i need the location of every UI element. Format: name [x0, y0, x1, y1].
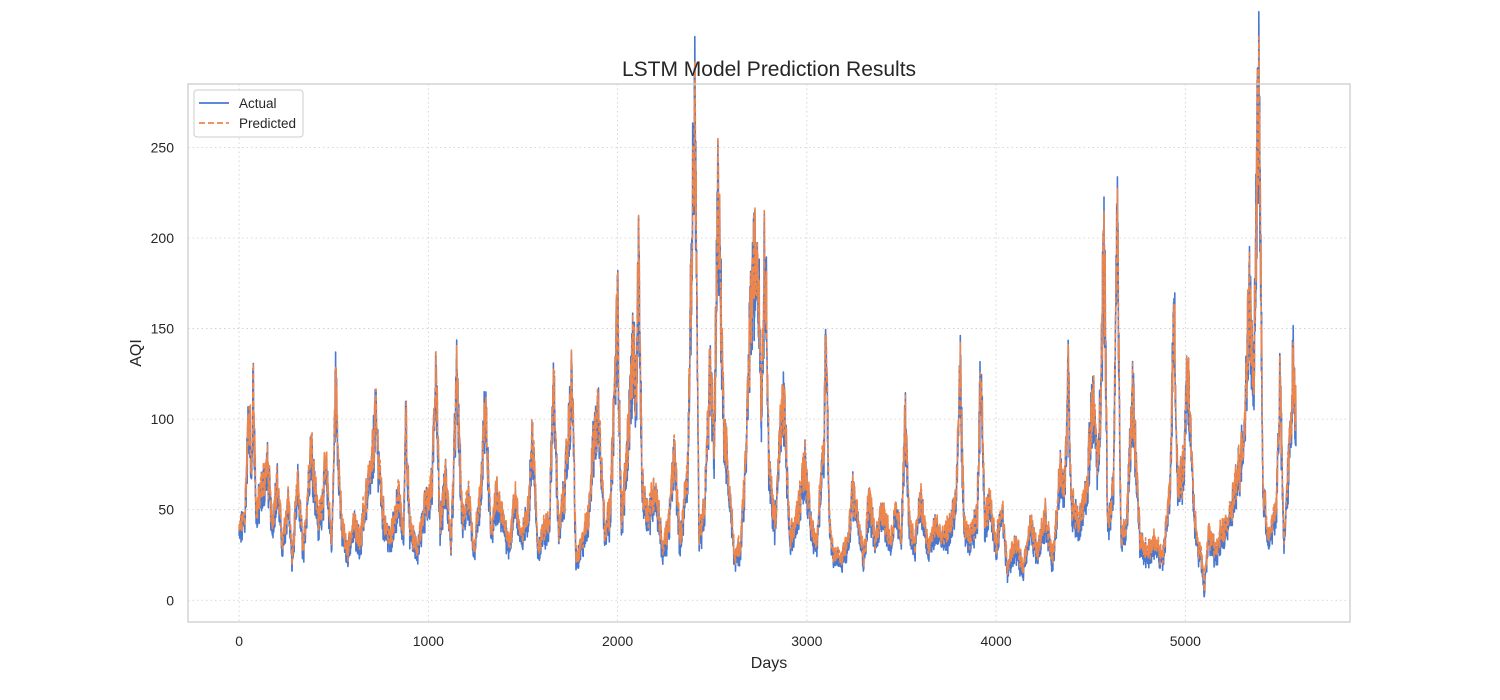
x-axis-label: Days [751, 655, 787, 672]
x-tick-label: 2000 [602, 633, 633, 649]
y-tick-label: 50 [158, 502, 174, 518]
legend: Actual Predicted [193, 89, 304, 138]
chart-title: LSTM Model Prediction Results [622, 58, 916, 81]
series-layer [238, 10, 1297, 598]
series-line-predicted [238, 35, 1297, 593]
y-tick-label: 150 [151, 321, 175, 337]
legend-box [193, 89, 304, 138]
legend-actual-label: Actual [239, 96, 277, 111]
y-axis-label: AQI [128, 339, 145, 367]
y-tick-label: 200 [151, 230, 175, 246]
x-tick-label: 5000 [1170, 633, 1201, 649]
tick-labels: 0 1000 2000 3000 4000 5000 0 50 100 150 200 250 [151, 139, 1201, 649]
y-tick-label: 0 [166, 592, 174, 608]
x-tick-label: 0 [235, 633, 243, 649]
x-tick-label: 1000 [413, 633, 444, 649]
x-tick-label: 3000 [791, 633, 822, 649]
y-tick-label: 250 [151, 139, 175, 155]
legend-predicted-label: Predicted [239, 116, 296, 131]
plot-frame [187, 83, 1351, 623]
y-tick-label: 100 [151, 411, 175, 427]
x-tick-label: 4000 [981, 633, 1012, 649]
